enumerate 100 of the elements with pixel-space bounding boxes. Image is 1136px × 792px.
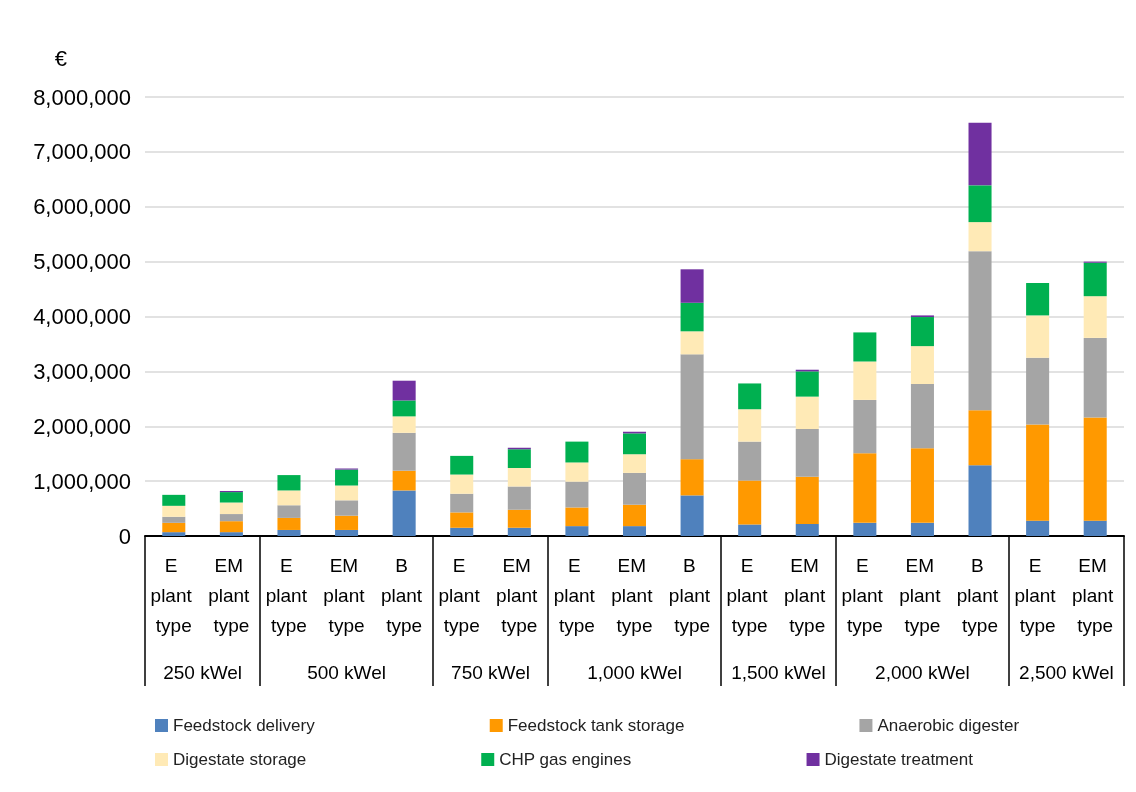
x-tick-label: EM plant type	[1071, 554, 1119, 636]
bar	[795, 396, 819, 429]
bar	[277, 475, 301, 491]
y-tick-label: 6,000,000	[33, 194, 131, 220]
bar	[795, 428, 819, 477]
bar	[968, 410, 992, 466]
x-tick-label: E plant type	[265, 554, 313, 636]
bar	[680, 495, 704, 536]
bar	[1083, 296, 1107, 338]
y-axis-title: €	[54, 45, 67, 71]
bar	[738, 409, 762, 442]
bar	[392, 400, 416, 417]
y-tick-label: 0	[118, 523, 131, 549]
x-tick-label: E plant type	[841, 554, 889, 636]
bar	[162, 522, 186, 533]
bar	[968, 222, 992, 252]
bar	[853, 332, 877, 362]
legend-label: CHP gas engines	[499, 750, 632, 769]
bar	[1083, 520, 1107, 536]
text: 2,500 kWel	[1019, 661, 1114, 683]
bar	[622, 526, 647, 536]
bar	[335, 500, 359, 516]
bar	[853, 361, 877, 400]
bar	[968, 185, 992, 223]
bar	[910, 384, 934, 449]
y-tick-label: 4,000,000	[33, 304, 131, 329]
legend-label: Digestate treatment	[824, 750, 974, 769]
bar	[219, 532, 243, 536]
bar	[910, 346, 934, 384]
bar	[622, 472, 647, 505]
bar	[565, 462, 589, 482]
legend-label: Anaerobic digester	[877, 716, 1020, 735]
bar	[219, 492, 243, 503]
x-tick-label: EM plant type	[899, 554, 946, 636]
text: 750 kWel	[451, 661, 530, 683]
bar	[853, 453, 877, 523]
x-tick-label: EM plant type	[208, 554, 255, 636]
bar	[219, 521, 243, 533]
bar	[622, 433, 647, 455]
y-tick-label: 7,000,000	[33, 139, 131, 165]
bar	[853, 522, 877, 536]
bar	[738, 524, 762, 536]
bar	[392, 380, 416, 401]
bar	[335, 485, 359, 501]
bar	[795, 371, 819, 397]
bar	[392, 470, 416, 491]
bar	[680, 331, 704, 355]
bar	[277, 505, 301, 518]
bar	[565, 526, 589, 536]
x-tick-label: E plant type	[1014, 554, 1061, 636]
bar	[277, 517, 301, 530]
bar	[277, 490, 301, 506]
bar	[392, 432, 416, 471]
x-tick-label: EM plant type	[784, 554, 831, 636]
bar	[1026, 520, 1050, 536]
y-tick-label: 2,000,000	[33, 413, 131, 439]
bar	[968, 251, 992, 411]
bar	[162, 494, 186, 506]
bar	[680, 302, 704, 332]
bar	[738, 480, 762, 525]
bar	[507, 449, 531, 468]
bar	[219, 514, 243, 522]
x-tick-label: B plant type	[956, 554, 1004, 636]
bar	[507, 486, 531, 510]
bar	[277, 529, 301, 536]
text: 250 kWel	[163, 661, 243, 683]
bar	[335, 529, 359, 536]
bar	[622, 454, 647, 473]
bar	[162, 532, 186, 536]
bar	[162, 505, 186, 517]
bar	[507, 527, 531, 536]
x-tick-label: EM plant type	[611, 554, 658, 636]
bar	[507, 467, 531, 487]
x-tick-label: E plant type	[438, 554, 485, 636]
bar	[1083, 417, 1107, 521]
bar	[335, 515, 359, 530]
bar	[968, 122, 992, 186]
x-tick-label: B plant type	[668, 554, 716, 636]
bar	[910, 522, 934, 536]
bar	[680, 269, 704, 303]
bar	[565, 507, 589, 527]
x-tick-label: EM plant type	[496, 554, 543, 636]
bar	[162, 516, 186, 523]
x-tick-label: EM plant type	[323, 554, 370, 636]
bar	[1026, 283, 1050, 316]
legend-label: Feedstock tank storage	[507, 716, 685, 735]
text: 2,000 kWel	[875, 661, 970, 683]
y-tick-label: 8,000,000	[33, 84, 131, 110]
y-tick-label: 3,000,000	[33, 358, 131, 384]
bar	[450, 474, 474, 494]
y-tick-label: 1,000,000	[33, 468, 131, 494]
bar	[795, 523, 819, 536]
bar	[450, 512, 474, 528]
bar	[622, 504, 647, 527]
x-tick-label: B plant type	[380, 554, 428, 636]
legend-label: Digestate storage	[173, 750, 307, 769]
bar	[910, 448, 934, 523]
x-tick-label: E plant type	[150, 554, 198, 636]
bar	[795, 476, 819, 524]
bar	[450, 493, 474, 513]
